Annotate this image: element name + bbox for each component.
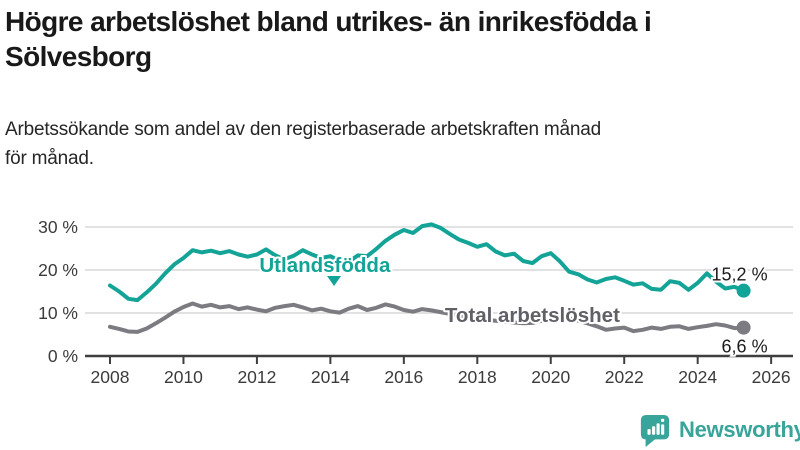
chart-subtitle: Arbetssökande som andel av den registerb… xyxy=(5,115,795,173)
y-tick-label: 0 % xyxy=(48,346,78,366)
end-value-label-total-arbetsloshet: 6,6 % xyxy=(722,337,768,357)
end-value-label-utlandsfodda: 15,2 % xyxy=(712,265,768,285)
newsworthy-logo-text: Newsworthy xyxy=(679,417,800,442)
newsworthy-logo-icon xyxy=(640,414,670,447)
series-label-total-arbetsloshet: Total arbetslöshet xyxy=(445,304,620,327)
x-tick-label: 2014 xyxy=(311,367,350,387)
end-dot-total-arbetsloshet xyxy=(736,320,751,335)
x-tick-label: 2022 xyxy=(605,367,644,387)
series-line-total-arbetsloshet xyxy=(108,301,746,334)
x-tick-label: 2008 xyxy=(91,367,130,387)
x-tick-label: 2020 xyxy=(531,367,570,387)
x-tick-label: 2016 xyxy=(384,367,423,387)
chart-subtitle-line-1: Arbetssökande som andel av den registerb… xyxy=(5,119,602,140)
page-title-line-2: Sölvesborg xyxy=(5,41,152,72)
chart-svg: 2008 2010 2012 2014 2016 2018 2020 2022 2024 2026… xyxy=(38,217,793,387)
newsworthy-logo[interactable]: Newsworthy xyxy=(639,413,800,447)
y-tick-label: 30 % xyxy=(38,217,78,237)
page-title: Högre arbetslöshet bland utrikes- än inr… xyxy=(5,4,795,74)
page-title-line-1: Högre arbetslöshet bland utrikes- än inr… xyxy=(5,6,652,37)
x-tick-label: 2010 xyxy=(164,367,203,387)
end-dot-utlandsfodda xyxy=(736,283,751,298)
series-label-utlandsfodda: Utlandsfödda xyxy=(259,254,391,277)
x-tick-label: 2026 xyxy=(752,367,791,387)
y-tick-label: 10 % xyxy=(38,303,78,323)
y-tick-label: 20 % xyxy=(38,260,78,280)
x-tick-label: 2024 xyxy=(678,367,717,387)
chart-subtitle-line-2: för månad. xyxy=(5,148,94,169)
x-tick-label: 2012 xyxy=(237,367,276,387)
annotation-caret-utlandsfodda xyxy=(327,276,342,287)
x-tick-label: 2018 xyxy=(458,367,497,387)
series-line-utlandsfodda xyxy=(108,222,746,303)
